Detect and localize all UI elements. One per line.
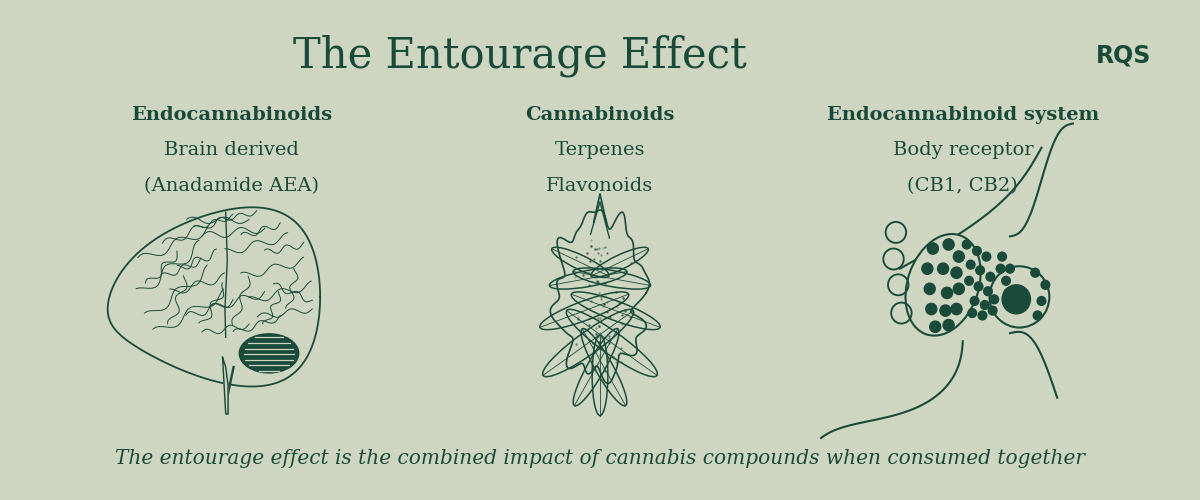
Circle shape	[1031, 268, 1039, 277]
Circle shape	[973, 246, 982, 256]
Circle shape	[980, 300, 989, 310]
Circle shape	[974, 282, 983, 291]
Circle shape	[1033, 311, 1042, 320]
Circle shape	[982, 252, 991, 261]
Circle shape	[950, 304, 962, 314]
Circle shape	[940, 305, 950, 316]
Polygon shape	[222, 358, 228, 414]
Circle shape	[930, 321, 941, 332]
Circle shape	[976, 266, 984, 274]
Text: The Entourage Effect: The Entourage Effect	[293, 34, 746, 77]
Circle shape	[965, 276, 973, 285]
Text: Endocannabinoid system: Endocannabinoid system	[827, 106, 1099, 124]
Circle shape	[1004, 288, 1013, 298]
Text: Flavonoids: Flavonoids	[546, 176, 654, 194]
Circle shape	[925, 304, 937, 314]
Text: Cannabinoids: Cannabinoids	[526, 106, 674, 124]
Circle shape	[968, 308, 977, 318]
Text: The entourage effect is the combined impact of cannabis compounds when consumed : The entourage effect is the combined imp…	[115, 450, 1085, 468]
Circle shape	[986, 272, 995, 281]
Circle shape	[928, 243, 938, 254]
Ellipse shape	[240, 334, 299, 372]
Text: Brain derived: Brain derived	[164, 141, 299, 159]
Circle shape	[942, 287, 953, 298]
Circle shape	[984, 287, 992, 296]
Circle shape	[990, 266, 1049, 328]
Text: RQS: RQS	[1097, 44, 1152, 68]
Circle shape	[990, 295, 998, 304]
Circle shape	[953, 251, 965, 262]
Circle shape	[971, 296, 979, 306]
Circle shape	[989, 306, 997, 315]
Circle shape	[922, 263, 932, 274]
Circle shape	[1006, 264, 1014, 273]
Circle shape	[1002, 276, 1010, 285]
Text: Terpenes: Terpenes	[554, 141, 646, 159]
Text: (Anadamide AEA): (Anadamide AEA)	[144, 176, 319, 194]
Circle shape	[1042, 280, 1050, 289]
Circle shape	[943, 320, 954, 331]
Circle shape	[1037, 296, 1046, 306]
Circle shape	[996, 264, 1004, 273]
Circle shape	[937, 263, 949, 274]
Circle shape	[953, 283, 965, 294]
Text: Body receptor: Body receptor	[893, 141, 1033, 159]
Circle shape	[943, 239, 954, 250]
Circle shape	[997, 252, 1007, 261]
Circle shape	[1002, 285, 1031, 314]
Ellipse shape	[906, 234, 980, 336]
Circle shape	[966, 260, 974, 269]
Circle shape	[950, 267, 962, 278]
Circle shape	[962, 240, 971, 249]
Circle shape	[924, 283, 935, 294]
Text: Endocannabinoids: Endocannabinoids	[131, 106, 332, 124]
Text: (CB1, CB2): (CB1, CB2)	[907, 176, 1018, 194]
Circle shape	[978, 311, 986, 320]
